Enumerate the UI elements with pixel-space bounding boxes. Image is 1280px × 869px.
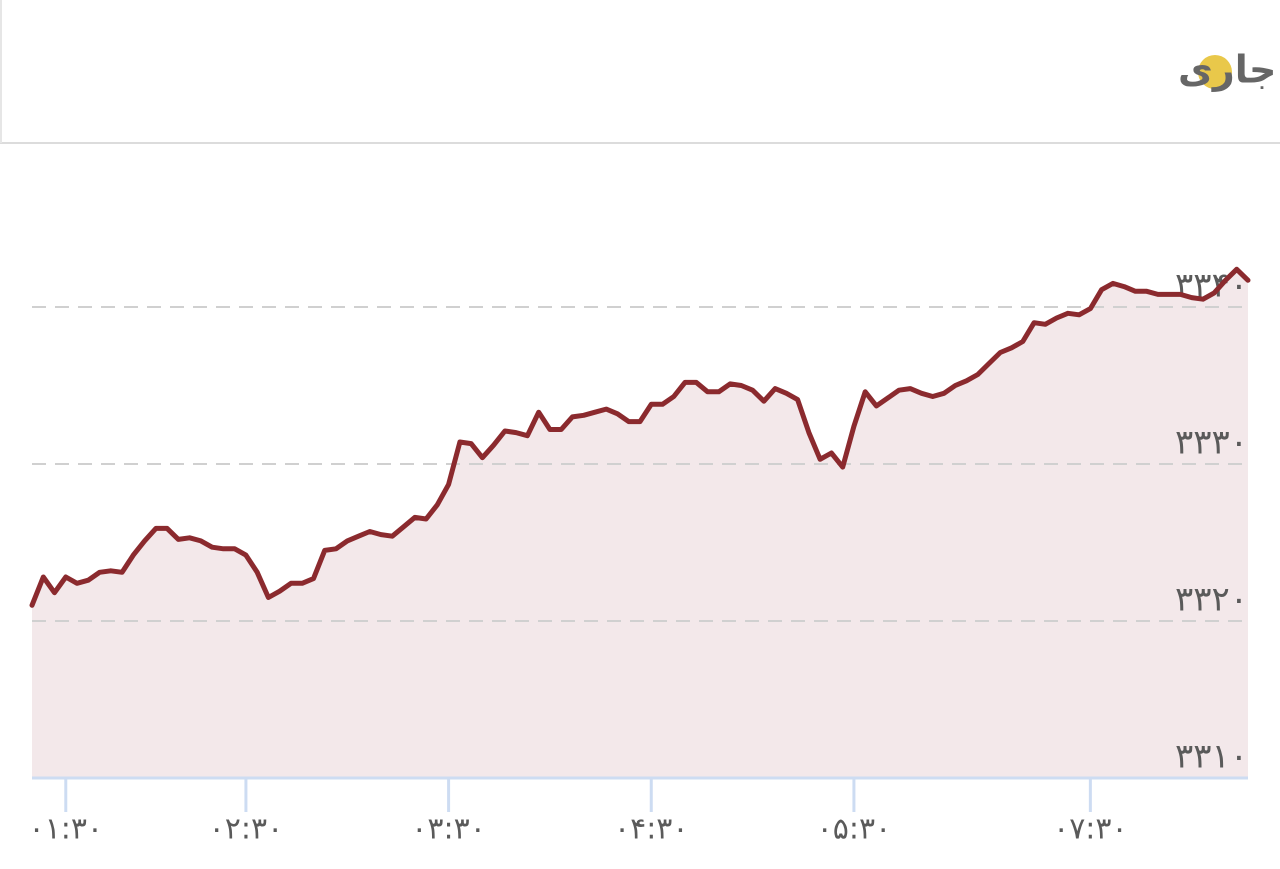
x-tick-label: ۰۵:۳۰ bbox=[817, 812, 892, 847]
x-tick-label: ۰۳:۳۰ bbox=[411, 812, 486, 847]
title-marker bbox=[1198, 55, 1232, 89]
y-tick-label: ۳۳۱۰ bbox=[1175, 737, 1248, 777]
x-tick-label: ۰۴:۳۰ bbox=[614, 812, 689, 847]
area bbox=[32, 269, 1248, 778]
x-tick-label: ۰۷:۳۰ bbox=[1053, 812, 1128, 847]
x-tick-label: ۰۲:۳۰ bbox=[209, 812, 284, 847]
x-tick-label: ۰۱:۳۰ bbox=[28, 812, 103, 847]
chart-title: نوسانات انس طلا در روز جاری bbox=[1178, 48, 1280, 93]
y-tick-label: ۳۳۳۰ bbox=[1175, 423, 1248, 463]
y-tick-label: ۳۳۲۰ bbox=[1175, 580, 1248, 620]
line bbox=[29, 266, 1251, 608]
